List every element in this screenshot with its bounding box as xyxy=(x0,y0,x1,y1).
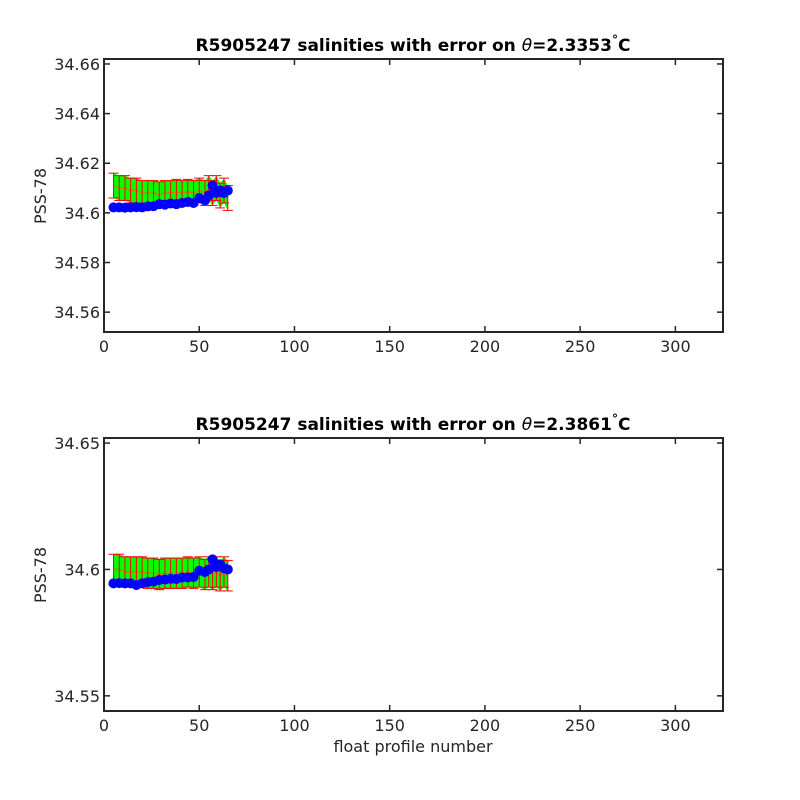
chart-bottom-xtick-label: 0 xyxy=(99,716,109,735)
chart-bottom-title-unit: C xyxy=(618,415,630,435)
chart-top-ytick-label: 34.66 xyxy=(54,55,100,74)
chart-bottom-data-point xyxy=(222,564,233,575)
chart-bottom-xtick-label: 250 xyxy=(565,716,596,735)
chart-bottom-ytick-label: 34.65 xyxy=(54,434,100,453)
chart-top-title-unit: C xyxy=(618,36,630,56)
chart-bottom-data-point xyxy=(188,572,199,583)
chart-top-ytick-label: 34.62 xyxy=(54,154,100,173)
chart-top-xtick-label: 0 xyxy=(99,337,109,356)
chart-top-plot-area: 0 50 100 150 200 250 300 34.56 34.58 34.6 34.62 34.… xyxy=(54,55,724,356)
chart-top-title-prefix: R5905247 salinities with error on xyxy=(196,36,522,56)
chart-bottom-ylabel: PSS-78 xyxy=(31,547,50,603)
chart-top-xtick-label: 150 xyxy=(374,337,405,356)
chart-top-errorbar xyxy=(119,175,130,201)
chart-bottom-xtick-label: 300 xyxy=(660,716,691,735)
chart-top-ylabel: PSS-78 xyxy=(31,168,50,224)
chart-bottom-axes-box xyxy=(103,437,724,712)
chart-top-xtick-label: 100 xyxy=(279,337,310,356)
chart-bottom-xtick-label: 50 xyxy=(189,716,209,735)
chart-top-ytick-label: 34.64 xyxy=(54,105,100,124)
chart-top-xtick-label: 50 xyxy=(189,337,209,356)
chart-bottom-title-value: =2.3861 xyxy=(532,415,612,435)
chart-top-xtick-label: 200 xyxy=(470,337,501,356)
chart-top-xtick-label: 300 xyxy=(660,337,691,356)
chart-bottom-plot-area: 0 50 100 150 200 250 300 34.55 34.6 34.65 xyxy=(54,434,724,735)
chart-top-axes-box xyxy=(103,58,724,333)
chart-top: R5905247 salinities with error on θ=2.33… xyxy=(31,33,724,356)
chart-bottom-ytick-label: 34.55 xyxy=(54,687,100,706)
chart-top-title: R5905247 salinities with error on θ=2.33… xyxy=(196,33,631,56)
chart-bottom-xtick-label: 100 xyxy=(279,716,310,735)
chart-top-errorbar xyxy=(108,172,119,199)
chart-top-title-value: =2.3353 xyxy=(532,36,612,56)
chart-bottom-title-symbol: θ xyxy=(522,415,533,435)
chart-top-ytick-label: 34.6 xyxy=(64,204,100,223)
chart-bottom: R5905247 salinities with error on θ=2.38… xyxy=(31,412,724,756)
chart-bottom-title: R5905247 salinities with error on θ=2.38… xyxy=(196,412,631,435)
chart-top-ytick-label: 34.58 xyxy=(54,254,100,273)
chart-bottom-title-prefix: R5905247 salinities with error on xyxy=(196,415,522,435)
chart-top-title-symbol: θ xyxy=(522,36,533,56)
chart-top-ytick-label: 34.56 xyxy=(54,303,100,322)
chart-bottom-xtick-label: 150 xyxy=(374,716,405,735)
chart-bottom-ytick-label: 34.6 xyxy=(64,560,100,579)
chart-top-title-degree: ° xyxy=(612,33,618,47)
chart-top-xtick-label: 250 xyxy=(565,337,596,356)
chart-bottom-xlabel: float profile number xyxy=(333,737,493,756)
chart-top-data-point xyxy=(222,185,233,196)
chart-bottom-xtick-label: 200 xyxy=(470,716,501,735)
chart-bottom-title-degree: ° xyxy=(612,412,618,426)
